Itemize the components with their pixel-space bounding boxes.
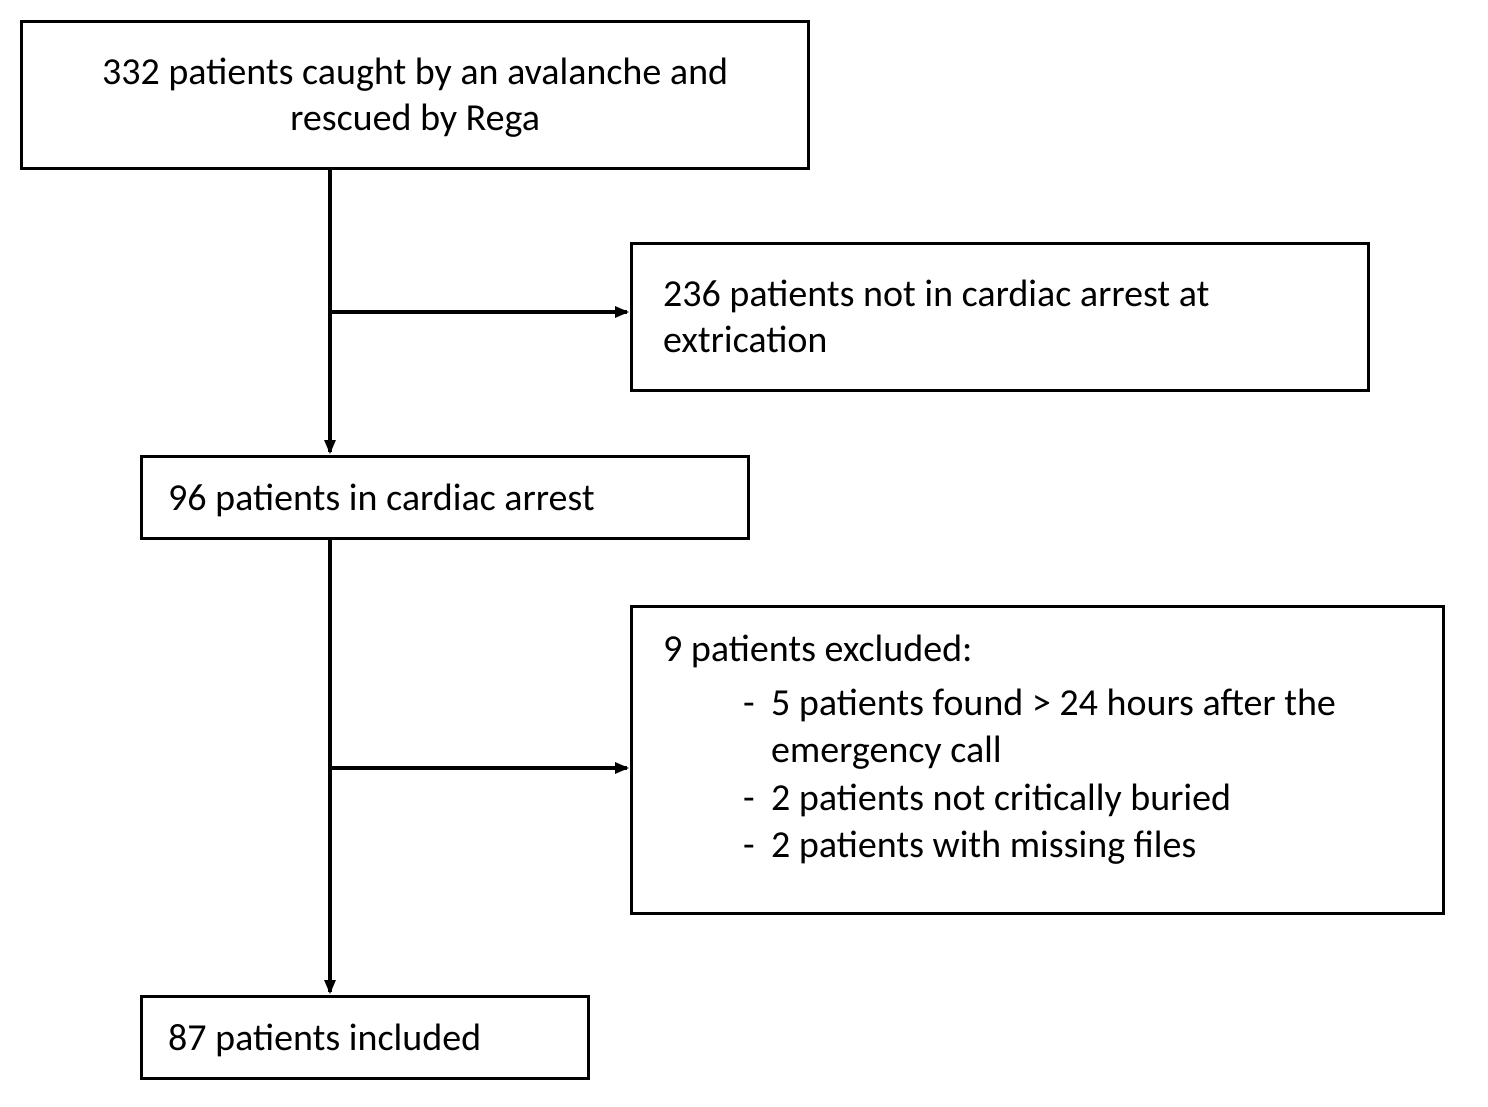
node-excluded: 9 patients excluded: 5 patients found > … — [630, 605, 1445, 915]
node-cardiac-arrest-text: 96 patients in cardiac arrest — [168, 475, 727, 521]
node-excluded-list: 5 patients found > 24 hours after the em… — [663, 680, 1412, 870]
node-excluded-header: 9 patients excluded: — [663, 626, 1412, 674]
node-included-text: 87 patients included — [168, 1015, 567, 1061]
excluded-item: 5 patients found > 24 hours after the em… — [743, 680, 1412, 775]
node-excluded-content: 9 patients excluded: 5 patients found > … — [663, 626, 1412, 870]
node-included: 87 patients included — [140, 995, 590, 1080]
flowchart-canvas: 332 patients caught by an avalanche and … — [0, 0, 1488, 1107]
excluded-item: 2 patients with missing files — [743, 822, 1412, 870]
node-cardiac-arrest: 96 patients in cardiac arrest — [140, 455, 750, 540]
node-exclude-not-arrest: 236 patients not in cardiac arrest at ex… — [630, 242, 1370, 392]
node-start: 332 patients caught by an avalanche and … — [20, 20, 810, 170]
node-start-text: 332 patients caught by an avalanche and … — [53, 49, 777, 141]
excluded-item: 2 patients not critically buried — [743, 775, 1412, 823]
node-exclude-not-arrest-text: 236 patients not in cardiac arrest at ex… — [663, 271, 1337, 363]
